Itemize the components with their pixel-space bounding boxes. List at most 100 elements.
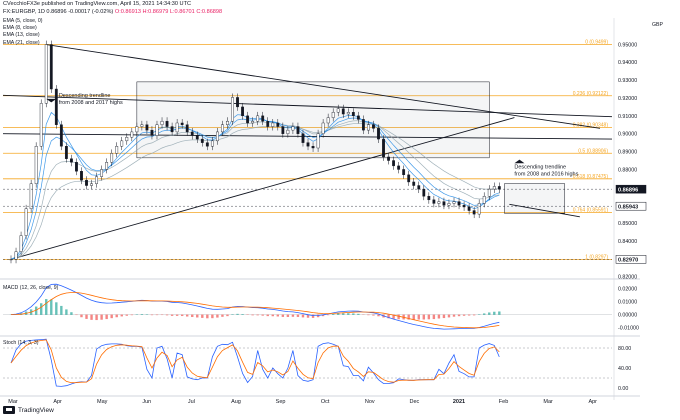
- macd-hist-bar: [130, 314, 134, 316]
- stoch-tick-label: 0.00: [618, 386, 628, 392]
- candle-body: [80, 171, 83, 181]
- candle-body: [331, 112, 335, 118]
- macd-hist-bar: [311, 314, 315, 318]
- macd-hist-bar: [185, 314, 189, 317]
- candle-body: [135, 126, 139, 133]
- macd-tick-label: 0.00000: [618, 313, 637, 319]
- candle-body: [442, 201, 446, 206]
- candle-body: [407, 174, 411, 183]
- macd-hist-bar: [367, 314, 370, 316]
- candle-body: [477, 203, 481, 215]
- macd-hist-bar: [377, 314, 380, 317]
- macd-label: MACD (12, 26, close, 9): [3, 285, 59, 291]
- macd-hist-bar: [95, 314, 98, 321]
- macd-line: [10, 283, 500, 330]
- candle-body: [170, 126, 174, 133]
- candle-body: [70, 158, 73, 163]
- candle-body: [59, 124, 63, 147]
- candle-body: [14, 251, 18, 260]
- candle-body: [110, 153, 114, 163]
- annotation-text: from 2008 and 2016 highs: [514, 172, 578, 178]
- macd-hist-bar: [40, 303, 43, 315]
- macd-hist-bar: [140, 314, 144, 315]
- stoch-tick-label: 40.00: [618, 366, 631, 372]
- candle-body: [160, 120, 164, 125]
- candle-body: [175, 122, 179, 133]
- macd-hist-bar: [60, 305, 63, 315]
- candle-body: [54, 88, 58, 125]
- candle-body: [39, 103, 43, 147]
- macd-hist-bar: [261, 314, 264, 316]
- macd-hist-bar: [150, 314, 154, 316]
- macd-hist-bar: [447, 314, 451, 318]
- fib-level-label: 1 (0.8297): [585, 254, 608, 260]
- candle-body: [497, 186, 501, 190]
- candle-body: [261, 115, 265, 122]
- macd-hist-bar: [256, 314, 259, 316]
- macd-tick-label: 0.02000: [618, 286, 637, 292]
- price-label-box: [615, 255, 647, 264]
- ema-line: [10, 111, 500, 260]
- macd-hist-bar: [55, 302, 58, 315]
- candle-body: [75, 162, 78, 172]
- macd-hist-bar: [206, 314, 209, 319]
- candle-body: [361, 119, 365, 131]
- candle-body: [412, 181, 416, 186]
- symbol-text: FX:EURGBP, 1D 0.86896 -0.00017 (-0.02%): [3, 9, 114, 15]
- x-tick-label: Sep: [276, 399, 286, 405]
- candle-body: [251, 120, 255, 124]
- macd-hist-bar: [100, 314, 103, 320]
- candle-body: [437, 201, 441, 204]
- macd-hist-bar: [251, 314, 254, 316]
- footer-brand: TradingView: [18, 406, 54, 414]
- candle-body: [195, 135, 199, 140]
- macd-hist-bar: [155, 314, 159, 316]
- candle-body: [321, 122, 325, 134]
- macd-hist-bar: [85, 314, 88, 319]
- macd-signal-line: [10, 292, 500, 329]
- x-tick-label: Jun: [142, 399, 151, 405]
- candle-body: [130, 131, 134, 138]
- macd-hist-bar: [306, 314, 310, 318]
- candle-body: [467, 206, 471, 211]
- candle-body: [306, 142, 310, 147]
- candle-body: [190, 131, 194, 136]
- candle-body: [271, 122, 275, 127]
- x-tick-label: Mar: [543, 399, 553, 405]
- annotation-text: Descending trendline: [59, 93, 111, 99]
- candle-body: [422, 188, 426, 197]
- ohlc-text: O:0.86913 H:0.86979 L:0.86701 C:0.86898: [114, 9, 223, 15]
- candle-body: [236, 97, 239, 108]
- candle-body: [377, 128, 380, 140]
- candle-body: [205, 142, 209, 147]
- x-tick-label: Aug: [231, 399, 241, 405]
- candle-body: [221, 124, 224, 133]
- stoch-label: Stoch (14, 3, 3): [3, 340, 39, 346]
- currency-label: GBP: [652, 22, 663, 28]
- macd-hist-bar: [165, 314, 169, 316]
- macd-hist-bar: [498, 311, 501, 315]
- trendline: [46, 44, 601, 129]
- macd-hist-bar: [180, 314, 184, 317]
- candle-body: [185, 124, 189, 133]
- y-tick-label: 0.88000: [618, 167, 637, 173]
- candle-body: [246, 115, 250, 124]
- published-line: CVecchioFX3e published on TradingView.co…: [3, 1, 192, 7]
- macd-hist-bar: [483, 313, 486, 315]
- candle-body: [447, 203, 451, 206]
- candle-body: [49, 44, 53, 90]
- candle-body: [487, 188, 491, 197]
- ema-legend-item: EMA (8, close): [3, 25, 37, 32]
- macd-tick-label: 0.01000: [618, 299, 637, 305]
- candle-body: [34, 146, 38, 184]
- y-tick-label: 0.95000: [618, 42, 637, 48]
- candle-body: [266, 120, 270, 127]
- y-tick-label: 0.92000: [618, 96, 637, 102]
- candle-body: [427, 196, 431, 201]
- macd-hist-bar: [422, 314, 426, 320]
- macd-hist-bar: [281, 314, 285, 317]
- candle-body: [482, 196, 486, 204]
- ema-line: [10, 122, 500, 260]
- y-tick-label: 0.94000: [618, 60, 637, 66]
